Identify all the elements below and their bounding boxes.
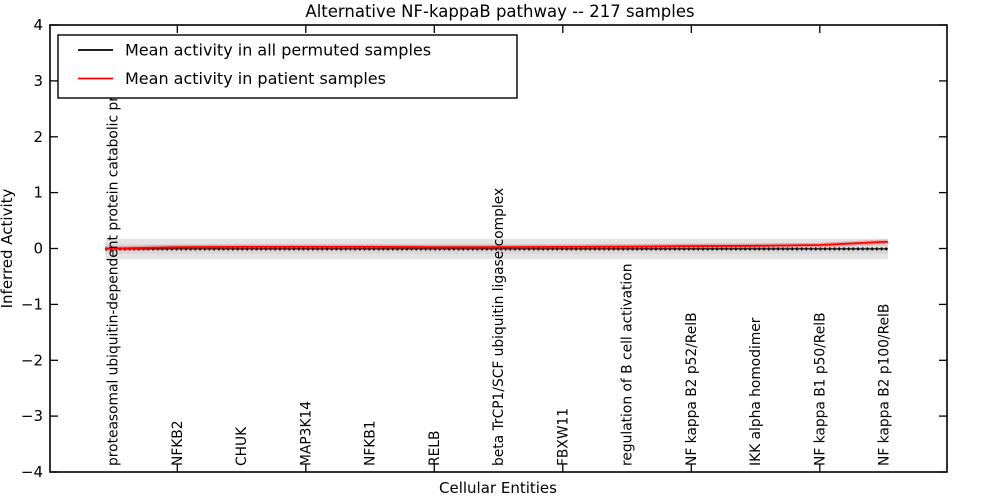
y-tick-label: 1 <box>33 184 43 202</box>
entity-label: NF kappa B2 p100/RelB <box>877 304 893 466</box>
entity-label: FBXW11 <box>555 408 571 466</box>
y-tick-labels: 4 3 2 1 0 −1 −2 −3 −4 <box>21 16 43 481</box>
y-tick-label: 4 <box>33 16 43 34</box>
y-tick-label: −1 <box>21 295 43 313</box>
plot-series <box>105 238 888 259</box>
y-tick-label: −2 <box>21 351 43 369</box>
legend: Mean activity in all permuted samples Me… <box>57 34 518 99</box>
entity-label: MAP3K14 <box>298 401 314 466</box>
y-tick-label: 0 <box>33 240 43 258</box>
entity-label: NFKB2 <box>170 420 186 466</box>
entity-label: NF kappa B1 p50/RelB <box>812 312 828 466</box>
entity-label: NFKB1 <box>363 420 379 466</box>
y-tick-label: −3 <box>21 407 43 425</box>
y-ticks-left <box>50 24 58 473</box>
entity-label: beta TrCP1/SCF ubiquitin ligase complex <box>491 188 507 466</box>
entity-label: IKK alpha homodimer <box>748 317 764 466</box>
entity-label: RELB <box>427 431 443 466</box>
entity-label: regulation of B cell activation <box>620 264 636 466</box>
x-entity-labels: proteasomal ubiquitin-dependent protein … <box>106 96 893 466</box>
y-tick-label: −4 <box>21 463 43 481</box>
entity-label: NF kappa B2 p52/RelB <box>684 312 700 466</box>
entity-label: CHUK <box>234 426 250 466</box>
patient-mean-line <box>105 240 888 250</box>
y-tick-label: 2 <box>33 128 43 146</box>
y-axis-label: Inferred Activity <box>0 188 16 308</box>
y-tick-label: 3 <box>33 72 43 90</box>
y-ticks-right <box>939 24 947 473</box>
x-ticks <box>176 25 821 472</box>
legend-frame <box>57 34 518 99</box>
x-axis-label: Cellular Entities <box>439 479 557 497</box>
legend-label-permuted: Mean activity in all permuted samples <box>125 41 431 60</box>
legend-label-patient: Mean activity in patient samples <box>125 69 386 88</box>
entity-label: proteasomal ubiquitin-dependent protein … <box>106 96 122 466</box>
chart-title: Alternative NF-kappaB pathway -- 217 sam… <box>305 2 694 21</box>
